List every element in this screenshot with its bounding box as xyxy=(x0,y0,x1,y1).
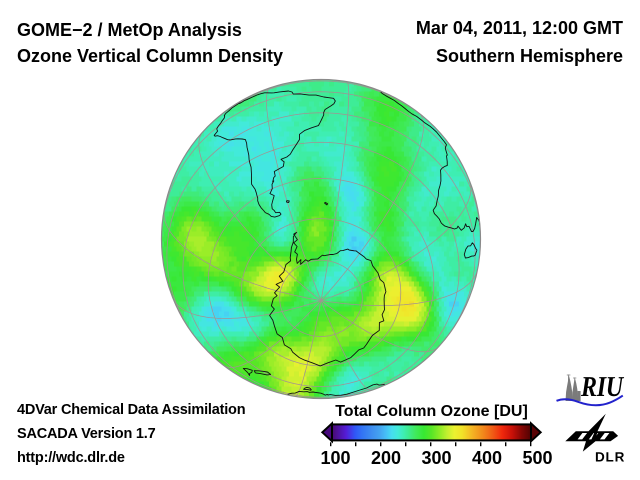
svg-text:500: 500 xyxy=(522,448,552,468)
svg-text:200: 200 xyxy=(371,448,401,468)
svg-text:100: 100 xyxy=(320,448,350,468)
svg-text:300: 300 xyxy=(421,448,451,468)
svg-text:400: 400 xyxy=(472,448,502,468)
svg-text:Total Column Ozone [DU]: Total Column Ozone [DU] xyxy=(335,403,528,420)
svg-text:DLR: DLR xyxy=(595,450,625,465)
